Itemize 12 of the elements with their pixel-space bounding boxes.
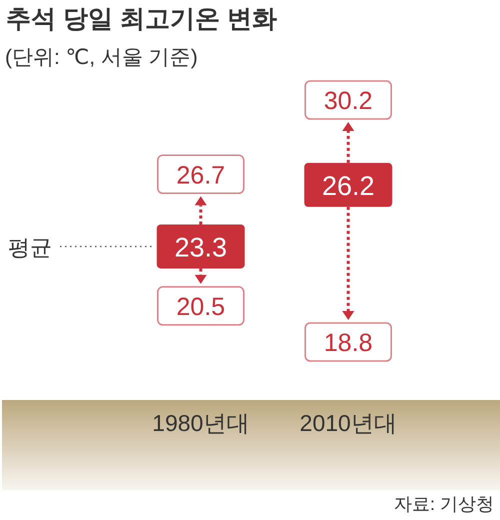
text: 추석 당일 최고기온 변화 [6, 4, 277, 35]
category-label: 2010년대 [300, 410, 397, 436]
data-label: 20.5 [176, 292, 226, 321]
data-label: 18.8 [324, 329, 373, 357]
data-label: 23.3 [174, 232, 228, 262]
data-label: 30.2 [324, 87, 373, 115]
text: 평균 [8, 234, 52, 260]
text: 자료: 기상청 [394, 493, 494, 516]
text: (단위: ℃, 서울 기준) [5, 45, 198, 71]
data-label: 26.2 [322, 170, 375, 201]
data-label: 26.7 [176, 161, 226, 190]
category-label: 1980년대 [152, 410, 250, 436]
